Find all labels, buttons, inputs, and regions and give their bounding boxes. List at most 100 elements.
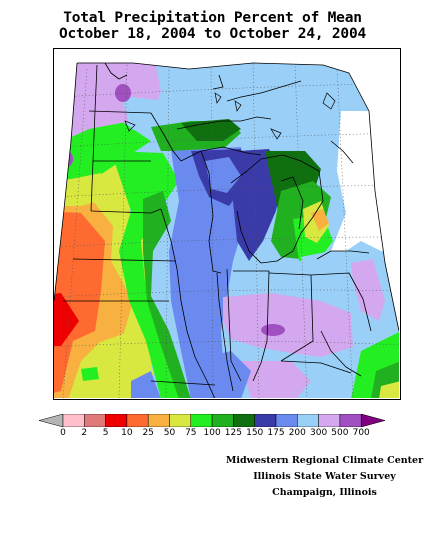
legend-swatch-c500_700 bbox=[339, 414, 362, 427]
title-line-2: October 18, 2004 to October 24, 2004 bbox=[58, 26, 367, 42]
lake-outline bbox=[270, 128, 282, 140]
boundary-line bbox=[176, 268, 215, 398]
boundary-line bbox=[90, 208, 162, 214]
graticule bbox=[54, 63, 399, 398]
boundary-line bbox=[180, 146, 262, 162]
boundary-line bbox=[226, 80, 302, 102]
legend-label: 25 bbox=[142, 428, 154, 438]
credits: Midwestern Regional Climate Center Illin… bbox=[222, 453, 425, 501]
boundary-line bbox=[176, 116, 272, 130]
boundary-line bbox=[160, 208, 178, 270]
color-legend-bar bbox=[39, 414, 385, 427]
zone-north-lake-dark bbox=[181, 119, 241, 141]
zone-no-data-east-lakes bbox=[331, 111, 399, 251]
legend-swatch-c5_10 bbox=[105, 414, 128, 427]
zone-west-red bbox=[54, 293, 79, 346]
lake-outline bbox=[214, 92, 222, 104]
title-line-1: Total Precipitation Percent of Mean bbox=[63, 10, 362, 26]
credit-survey: Illinois State Water Survey bbox=[253, 471, 396, 482]
legend-swatch-c25_50 bbox=[147, 414, 170, 427]
legend-label: 0 bbox=[60, 428, 66, 438]
legend-swatch-c10_25 bbox=[126, 414, 149, 427]
boundary-line bbox=[226, 268, 242, 382]
boundary-line bbox=[77, 62, 399, 332]
meridian bbox=[62, 68, 88, 398]
meridian bbox=[294, 63, 308, 398]
color-legend-labels: 0 2 5 10 25 50 75 100 125 150 175 200 300 500 700 bbox=[39, 428, 385, 442]
zone-sw-green-patch bbox=[81, 367, 99, 381]
lake-outline bbox=[234, 100, 242, 112]
meridian bbox=[336, 66, 354, 398]
boundary-line bbox=[212, 74, 224, 90]
legend-arrow-below-zero bbox=[39, 414, 64, 427]
legend-swatch-c300_500 bbox=[318, 414, 341, 427]
legend-label: 5 bbox=[102, 428, 109, 438]
boundary-line bbox=[230, 154, 324, 264]
legend-swatch-c175_200 bbox=[275, 414, 298, 427]
legend-label: 700 bbox=[352, 428, 370, 438]
legend-swatch-c125_150 bbox=[233, 414, 255, 427]
boundary-line bbox=[330, 140, 354, 164]
boundary-line bbox=[150, 380, 216, 386]
boundary-line bbox=[320, 330, 362, 377]
zone-dark-green-band bbox=[143, 191, 191, 398]
meridian bbox=[252, 63, 260, 398]
boundary-line bbox=[280, 176, 304, 230]
zone-south-blue-mid bbox=[191, 351, 251, 398]
legend-label: 150 bbox=[246, 428, 264, 438]
lake-outline bbox=[322, 92, 336, 110]
map-title: Total Precipitation Percent of Mean Octo… bbox=[0, 10, 425, 42]
parallel bbox=[58, 132, 399, 148]
zone-southwest-mid-blue bbox=[131, 371, 161, 398]
boundary-line bbox=[150, 112, 182, 162]
legend-label: 10 bbox=[121, 428, 133, 438]
lake-outline bbox=[124, 120, 136, 132]
meridian bbox=[210, 63, 214, 398]
legend-label: 75 bbox=[185, 428, 197, 438]
zone-east-purple bbox=[351, 259, 385, 321]
legend-label: 125 bbox=[224, 428, 242, 438]
legend-arrow-above-700 bbox=[360, 414, 385, 427]
zone-central-purple bbox=[223, 293, 353, 357]
zone-violet-core bbox=[261, 324, 285, 336]
legend-label: 200 bbox=[288, 428, 306, 438]
parallel bbox=[54, 236, 399, 248]
map-canvas bbox=[54, 62, 399, 398]
boundary-line bbox=[316, 250, 370, 260]
boundary-line bbox=[310, 272, 372, 332]
zone-sw-yellow-patch bbox=[103, 333, 141, 369]
boundary-line bbox=[104, 62, 128, 80]
parallel bbox=[56, 184, 399, 198]
credit-location: Champaign, Illinois bbox=[272, 487, 377, 498]
legend-label: 2 bbox=[81, 428, 88, 438]
legend-swatch-c100_125 bbox=[211, 414, 234, 427]
legend-label: 50 bbox=[163, 428, 176, 438]
parallel bbox=[54, 289, 399, 298]
boundary-line bbox=[233, 270, 270, 382]
lake-outlines bbox=[124, 92, 336, 140]
legend-label: 300 bbox=[310, 428, 328, 438]
zone-michigan-upper-blue bbox=[205, 157, 241, 193]
legend-swatch-c50_75 bbox=[169, 414, 192, 427]
boundary-line bbox=[72, 258, 177, 262]
legend-label: 500 bbox=[331, 428, 349, 438]
parallel bbox=[54, 341, 399, 348]
precipitation-map bbox=[53, 48, 401, 400]
zone-southeast-yellow bbox=[379, 381, 399, 398]
boundary-line bbox=[88, 110, 152, 114]
legend-swatch-c0_2 bbox=[62, 414, 85, 427]
zone-nw-violet-spot bbox=[115, 84, 131, 102]
boundary-line bbox=[268, 272, 314, 362]
zone-michigan-orange bbox=[311, 209, 329, 231]
legend-label: 175 bbox=[267, 428, 285, 438]
legend-swatch-c75_100 bbox=[190, 414, 213, 427]
zone-michigan-dark-blue bbox=[233, 149, 283, 261]
boundary-line bbox=[216, 272, 234, 392]
boundary-line bbox=[90, 64, 98, 212]
zone-south-purple bbox=[241, 361, 311, 398]
legend-label: 100 bbox=[203, 428, 221, 438]
legend-swatch-c150_175 bbox=[254, 414, 277, 427]
zone-central-mid-blue bbox=[169, 147, 251, 398]
legend-swatch-c200_300 bbox=[297, 414, 319, 427]
boundary-line bbox=[280, 360, 352, 374]
